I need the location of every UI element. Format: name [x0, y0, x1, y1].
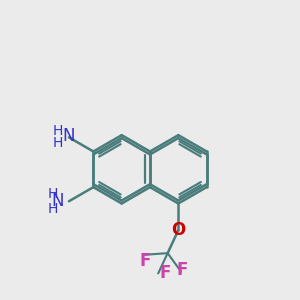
Text: N: N [51, 192, 64, 210]
Text: H: H [52, 136, 63, 150]
Text: F: F [139, 252, 150, 270]
Text: H: H [47, 187, 58, 201]
Text: H: H [52, 124, 63, 138]
Text: H: H [47, 202, 58, 216]
Text: F: F [177, 261, 188, 279]
Text: O: O [171, 221, 185, 239]
Text: N: N [63, 127, 75, 145]
Text: F: F [160, 264, 171, 282]
